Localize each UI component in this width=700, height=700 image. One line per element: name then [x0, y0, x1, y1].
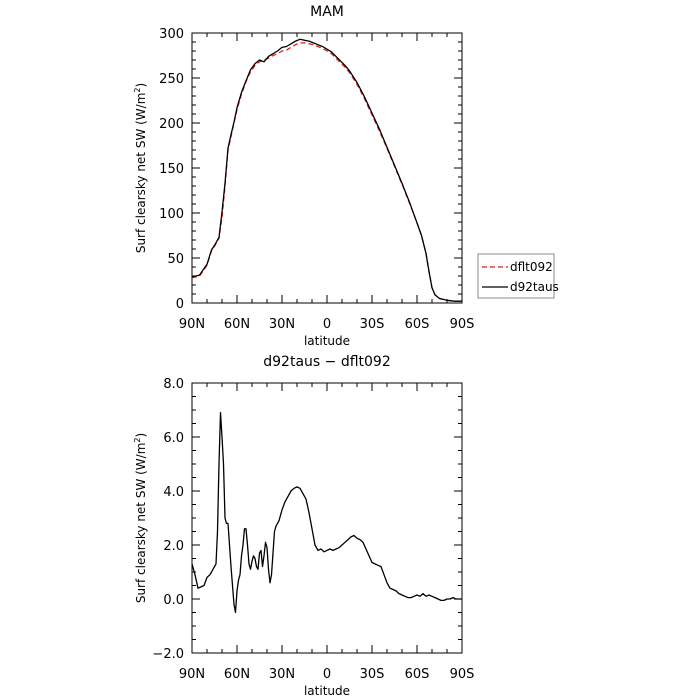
x-tick-label: 60N [224, 317, 250, 332]
x-tick-label: 30N [269, 317, 295, 332]
y-tick-label: 4.0 [163, 485, 184, 500]
y-tick-label: 200 [159, 117, 184, 132]
x-tick-label: 30N [269, 667, 295, 682]
y-tick-label: 0.0 [163, 593, 184, 608]
y-axis-label-sup: 2 [133, 438, 142, 443]
plot-frame [191, 32, 463, 304]
y-tick-label: 300 [159, 27, 184, 42]
series-line-difference [191, 412, 462, 614]
y-axis-label-main: Surf clearsky net SW (W/m [134, 93, 148, 254]
x-tick-label: 60S [405, 667, 430, 682]
x-axis-label: latitude [304, 334, 350, 348]
y-tick-label: 100 [159, 207, 184, 222]
y-tick-label: 2.0 [163, 539, 184, 554]
y-axis-label-end: ) [134, 433, 148, 438]
chart-title: MAM [310, 4, 344, 20]
x-tick-label: 0 [323, 667, 331, 682]
y-axis-label: Surf clearsky net SW (W/m2) [133, 83, 148, 253]
x-tick-label: 90S [450, 317, 475, 332]
series-line-d92taus [191, 38, 462, 302]
x-tick-label: 60S [405, 317, 430, 332]
chart-title: d92taus − dflt092 [263, 354, 390, 370]
legend-label-dflt092: dflt092 [510, 260, 553, 274]
x-tick-label: 30S [360, 667, 385, 682]
series-line-dflt092 [191, 42, 462, 302]
y-tick-label: 0 [176, 297, 184, 312]
y-tick-label: 250 [159, 72, 184, 87]
x-tick-label: 90S [450, 667, 475, 682]
x-tick-label: 0 [323, 317, 331, 332]
y-tick-label: 8.0 [163, 377, 184, 392]
y-tick-label: 150 [159, 162, 184, 177]
x-axis-label: latitude [304, 684, 350, 698]
legend-label-d92taus: d92taus [510, 280, 559, 294]
x-tick-label: 90N [179, 317, 205, 332]
y-tick-label: 6.0 [163, 431, 184, 446]
plot-frame [191, 382, 463, 654]
legend-box [477, 253, 555, 299]
x-tick-label: 90N [179, 667, 205, 682]
y-axis-label-sup: 2 [133, 88, 142, 93]
chart-panel-1: 90N 60N 30N 0 30S 60S 90S 0 50 100 150 200 250 300 MAM… [133, 4, 559, 348]
y-axis-label-end: ) [134, 83, 148, 88]
y-tick-label: −2.0 [152, 647, 184, 662]
y-tick-label: 50 [167, 252, 184, 267]
x-tick-label: 30S [360, 317, 385, 332]
legend: dflt092 d92taus [477, 253, 559, 299]
y-axis-label-main: Surf clearsky net SW (W/m [134, 443, 148, 604]
y-axis-label: Surf clearsky net SW (W/m2) [133, 433, 148, 603]
x-tick-label: 60N [224, 667, 250, 682]
chart-panel-2: 90N 60N 30N 0 30S 60S 90S −2.0 0.0 2.0 4.0 6.0 8.0 d9… [133, 354, 474, 698]
